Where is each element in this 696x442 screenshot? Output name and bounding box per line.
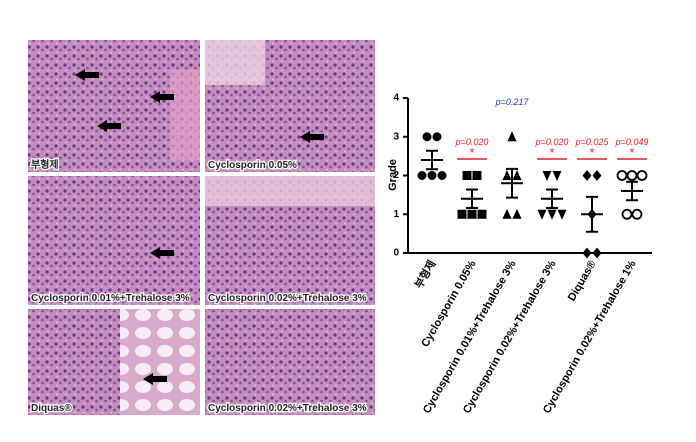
- point: [557, 209, 567, 220]
- tissue-region: [205, 40, 265, 85]
- histology-image: [205, 309, 375, 415]
- point: [592, 170, 602, 181]
- error-bar: [506, 167, 518, 199]
- point: [477, 209, 487, 219]
- error-bar: [626, 180, 638, 202]
- arrow: [150, 91, 174, 103]
- p-value: p=0.049: [615, 137, 649, 147]
- histology-image: [28, 176, 200, 305]
- point: [512, 170, 522, 180]
- arrow: [75, 69, 99, 81]
- p-value: p=0.020: [535, 137, 569, 147]
- point: [502, 170, 512, 180]
- y-tick-label: 0: [393, 248, 399, 259]
- point: [467, 209, 477, 219]
- point: [502, 208, 512, 219]
- x-tick-label: 부형제: [411, 258, 438, 291]
- tissue-region: [205, 176, 375, 206]
- point: [457, 209, 467, 219]
- p-value: p=0.020: [455, 137, 489, 147]
- point: [422, 132, 432, 142]
- y-tick-label: 4: [393, 93, 399, 104]
- point: [631, 208, 643, 220]
- point: [592, 247, 602, 259]
- point: [512, 208, 522, 219]
- arrows: [75, 69, 324, 385]
- panel-label: Cyclosporin 0.02%+Trehalose 3%: [208, 293, 367, 304]
- arrow: [300, 131, 324, 143]
- y-tick-label: 3: [393, 131, 399, 142]
- panel-label: 부형제: [31, 158, 59, 171]
- x-tick-label: Diquas®: [566, 259, 599, 304]
- point: [432, 132, 442, 142]
- significance-star: *: [549, 145, 554, 160]
- x-tick-label: Cyclosporin 0.02%+Trehalose 1%: [541, 258, 639, 415]
- point: [582, 170, 592, 181]
- image-panels: 부형제 Cyclosporin 0.05% Cyclosporin 0.01%+…: [28, 40, 375, 415]
- tissue-region: [170, 70, 200, 160]
- arrow: [150, 247, 174, 259]
- point: [552, 171, 562, 181]
- arrow: [97, 120, 121, 132]
- p-value: p=0.025: [575, 137, 610, 147]
- significance-star: *: [629, 145, 634, 160]
- significance-star: *: [469, 145, 474, 160]
- error-bar: [546, 188, 558, 210]
- point: [472, 171, 482, 180]
- point: [626, 170, 638, 181]
- point: [462, 171, 472, 180]
- point: [437, 171, 447, 180]
- point: [417, 171, 427, 180]
- arrow: [143, 373, 167, 385]
- p-value: p=0.217: [495, 97, 530, 107]
- point: [507, 131, 517, 142]
- y-tick-label: 2: [393, 170, 399, 181]
- point: [582, 247, 592, 259]
- error-bar: [586, 195, 598, 233]
- y-axis-title: Grade: [387, 159, 399, 191]
- point: [636, 170, 648, 181]
- y-tick-label: 1: [393, 209, 399, 220]
- fat-region: [120, 309, 200, 415]
- panel-label: Cyclosporin 0.01%+Trehalose 3%: [31, 293, 190, 304]
- panel-label: Cyclosporin 0.02%+Trehalose 3%: [208, 403, 367, 414]
- point: [427, 171, 437, 180]
- point: [621, 208, 633, 220]
- point: [616, 170, 628, 181]
- significance-star: *: [589, 145, 594, 160]
- panel-label: Cyclosporin 0.05%: [208, 160, 297, 171]
- point: [542, 171, 552, 181]
- point: [537, 209, 547, 220]
- panel-label: Diquas®: [31, 403, 72, 414]
- error-bar: [426, 149, 438, 171]
- point: [547, 209, 557, 220]
- error-bar: [466, 188, 478, 210]
